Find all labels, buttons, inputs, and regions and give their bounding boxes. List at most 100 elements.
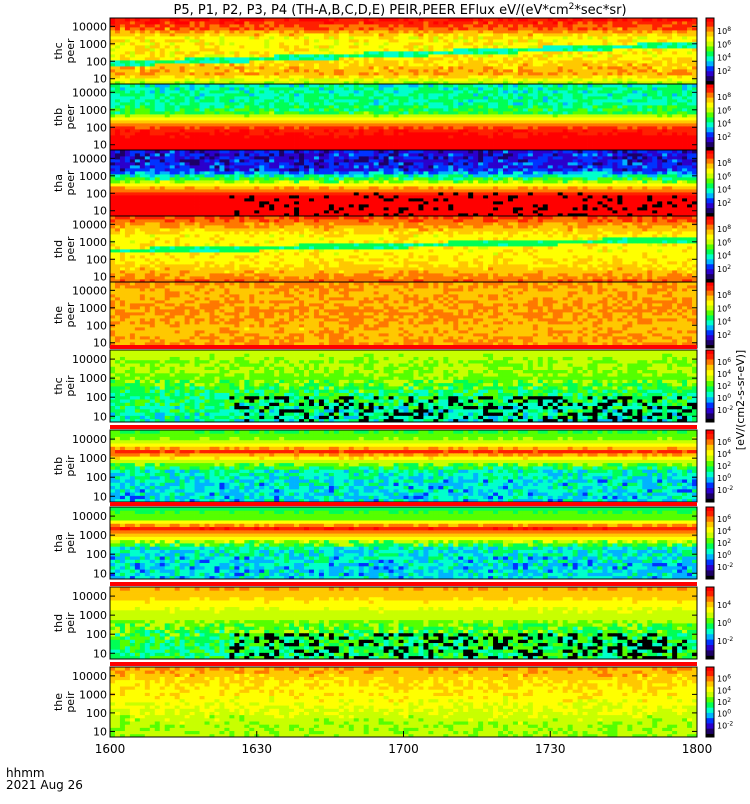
spectrogram-cell bbox=[140, 42, 145, 45]
spectrogram-cell bbox=[498, 129, 503, 132]
spectrogram-cell bbox=[647, 39, 652, 42]
spectrogram-cell bbox=[627, 27, 632, 30]
spectrogram-cell bbox=[533, 42, 538, 45]
spectrogram-cell bbox=[145, 30, 150, 33]
spectrogram-cell bbox=[622, 78, 627, 81]
spectrogram-cell bbox=[314, 30, 319, 33]
spectrogram-cell bbox=[607, 72, 612, 75]
spectrogram-cell bbox=[229, 120, 234, 123]
spectrogram-cell bbox=[289, 114, 294, 117]
spectrogram-cell bbox=[508, 141, 513, 144]
spectrogram-cell bbox=[622, 51, 627, 54]
spectrogram-cell bbox=[583, 72, 588, 75]
spectrogram-cell bbox=[219, 45, 224, 48]
spectrogram-cell bbox=[269, 72, 274, 75]
spectrogram-cell bbox=[304, 36, 309, 39]
spectrogram-cell bbox=[324, 78, 329, 81]
spectrogram-cell bbox=[468, 66, 473, 69]
spectrogram-cell bbox=[389, 72, 394, 75]
spectrogram-cell bbox=[314, 120, 319, 123]
spectrogram-cell bbox=[578, 75, 583, 78]
spectrogram-cell bbox=[578, 117, 583, 120]
spectrogram-cell bbox=[607, 114, 612, 117]
spectrogram-cell bbox=[657, 33, 662, 36]
spectrogram-cell bbox=[672, 75, 677, 78]
spectrogram-cell bbox=[687, 135, 692, 138]
spectrogram-cell bbox=[329, 129, 334, 132]
spectrogram-cell bbox=[483, 39, 488, 42]
spectrogram-cell bbox=[667, 30, 672, 33]
spectrogram-cell bbox=[284, 123, 289, 126]
spectrogram-cell bbox=[448, 18, 453, 21]
spectrogram-cell bbox=[593, 51, 598, 54]
spectrogram-cell bbox=[329, 33, 334, 36]
spectrogram-cell bbox=[428, 66, 433, 69]
spectrogram-cell bbox=[513, 108, 518, 111]
spectrogram-cell bbox=[180, 60, 185, 63]
spectrogram-cell bbox=[543, 120, 548, 123]
spectrogram-cell bbox=[145, 24, 150, 27]
spectrogram-cell bbox=[443, 57, 448, 60]
spectrogram-cell bbox=[468, 96, 473, 99]
spectrogram-cell bbox=[135, 36, 140, 39]
spectrogram-cell bbox=[339, 30, 344, 33]
spectrogram-cell bbox=[652, 42, 657, 45]
spectrogram-cell bbox=[483, 60, 488, 63]
spectrogram-cell bbox=[244, 138, 249, 141]
spectrogram-cell bbox=[324, 51, 329, 54]
spectrogram-cell bbox=[195, 105, 200, 108]
spectrogram-cell bbox=[259, 48, 264, 51]
spectrogram-cell bbox=[329, 63, 334, 66]
spectrogram-cell bbox=[652, 27, 657, 30]
spectrogram-cell bbox=[602, 111, 607, 114]
spectrogram-cell bbox=[478, 144, 483, 147]
spectrogram-cell bbox=[563, 45, 568, 48]
spectrogram-cell bbox=[349, 51, 354, 54]
spectrogram-cell bbox=[508, 111, 513, 114]
spectrogram-cell bbox=[418, 120, 423, 123]
spectrogram-cell bbox=[463, 21, 468, 24]
spectrogram-cell bbox=[662, 54, 667, 57]
spectrogram-cell bbox=[354, 99, 359, 102]
spectrogram-cell bbox=[175, 18, 180, 21]
spectrogram-cell bbox=[354, 72, 359, 75]
spectrogram-cell bbox=[304, 57, 309, 60]
spectrogram-cell bbox=[433, 54, 438, 57]
spectrogram-cell bbox=[642, 72, 647, 75]
spectrogram-cell bbox=[110, 18, 115, 21]
spectrogram-cell bbox=[503, 48, 508, 51]
spectrogram-cell bbox=[453, 108, 458, 111]
spectrogram-cell bbox=[234, 138, 239, 141]
spectrogram-cell bbox=[319, 75, 324, 78]
spectrogram-cell bbox=[254, 36, 259, 39]
spectrogram-cell bbox=[458, 57, 463, 60]
spectrogram-cell bbox=[508, 72, 513, 75]
spectrogram-cell bbox=[205, 108, 210, 111]
spectrogram-cell bbox=[289, 33, 294, 36]
spectrogram-cell bbox=[234, 30, 239, 33]
spectrogram-cell bbox=[314, 75, 319, 78]
spectrogram-cell bbox=[672, 39, 677, 42]
spectrogram-cell bbox=[229, 45, 234, 48]
spectrogram-cell bbox=[135, 30, 140, 33]
spectrogram-cell bbox=[578, 129, 583, 132]
spectrogram-cell bbox=[543, 78, 548, 81]
spectrogram-cell bbox=[170, 138, 175, 141]
spectrogram-cell bbox=[180, 120, 185, 123]
spectrogram-cell bbox=[309, 33, 314, 36]
spectrogram-cell bbox=[647, 144, 652, 147]
spectrogram-cell bbox=[632, 18, 637, 21]
spectrogram-cell bbox=[433, 66, 438, 69]
spectrogram-cell bbox=[438, 78, 443, 81]
spectrogram-cell bbox=[359, 39, 364, 42]
spectrogram-cell bbox=[389, 36, 394, 39]
spectrogram-cell bbox=[478, 99, 483, 102]
spectrogram-cell bbox=[274, 141, 279, 144]
spectrogram-cell bbox=[548, 126, 553, 129]
spectrogram-cell bbox=[125, 39, 130, 42]
spectrogram-cell bbox=[652, 96, 657, 99]
spectrogram-cell bbox=[205, 135, 210, 138]
spectrogram-cell bbox=[672, 135, 677, 138]
spectrogram-cell bbox=[558, 78, 563, 81]
spectrogram-cell bbox=[389, 30, 394, 33]
